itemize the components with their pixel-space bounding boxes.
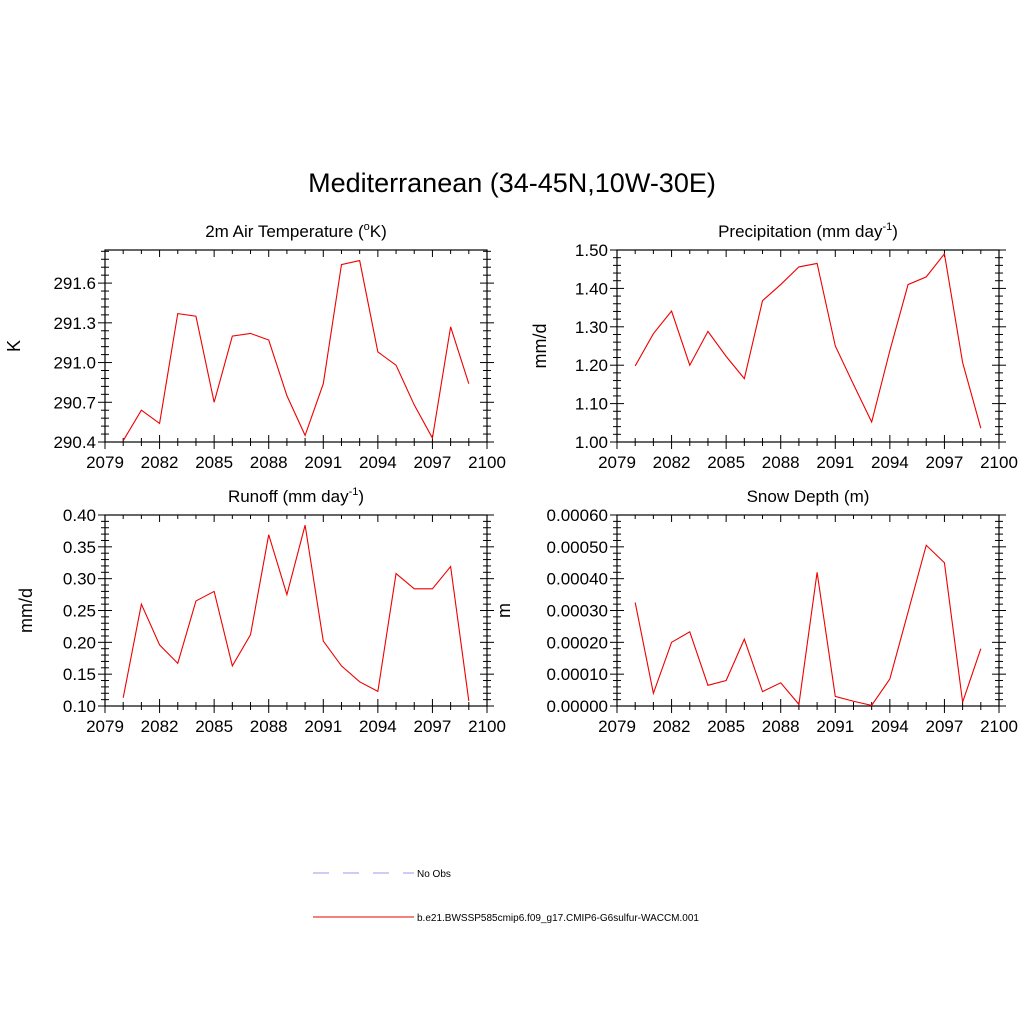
x-tick-label: 2097 [414,453,452,472]
series-line [634,544,982,706]
x-tick-label: 2085 [707,453,745,472]
y-tick-label: 1.40 [575,279,608,298]
x-tick-label: 2082 [141,453,179,472]
x-tick-label: 2085 [707,717,745,736]
y-tick-label: 1.10 [575,395,608,414]
x-tick-label: 2100 [980,453,1018,472]
y-tick-label: 0.00000 [547,697,608,716]
legend-label-2: b.e21.BWSSP585cmip6.f09_g17.CMIP6-G6sulf… [417,913,699,924]
x-tick-label: 2088 [762,717,800,736]
x-tick-label: 2100 [468,453,506,472]
y-tick-label: 0.35 [63,538,96,557]
series-line [122,259,470,441]
y-tick-label: 0.00030 [547,602,608,621]
series-line [634,252,982,429]
x-tick-label: 2091 [816,453,854,472]
panel-3: Runoff (mm day-1) mm/d 2079 2082 2085 2088 209… [16,486,506,736]
x-tick-label: 2082 [653,717,691,736]
panel-title: Precipitation (mm day-1) [718,221,898,241]
y-tick-label: 0.00040 [547,570,608,589]
panel-title: Runoff (mm day-1) [228,486,364,506]
x-tick-label: 2079 [598,717,636,736]
x-tick-label: 2091 [304,453,342,472]
y-axis-label: mm/d [530,324,550,369]
y-tick-label: 0.00060 [547,506,608,525]
x-tick-label: 2091 [304,717,342,736]
x-tick-label: 2079 [86,717,124,736]
plot-frame [104,514,488,707]
y-axis-label: K [4,340,24,352]
y-tick-label: 0.00010 [547,665,608,684]
plot-frame [104,249,488,443]
x-tick-label: 2097 [926,717,964,736]
y-tick-label: 1.00 [575,433,608,452]
y-tick-label: 0.00020 [547,633,608,652]
panel-1: 2m Air Temperature (oK) K 2079 2082 2085 2088… [4,221,506,472]
x-tick-label: 2079 [86,453,124,472]
x-tick-label: 2088 [762,453,800,472]
panel-title: 2m Air Temperature (oK) [205,221,387,241]
legend: No Obs b.e21.BWSSP585cmip6.f09_g17.CMIP6-… [313,869,699,924]
y-tick-label: 291.3 [53,314,96,333]
x-tick-label: 2094 [871,453,909,472]
y-tick-label: 291.0 [53,354,96,373]
x-tick-label: 2100 [980,717,1018,736]
panel-2: Precipitation (mm day-1) mm/d 2079 2082 2085… [530,221,1018,472]
y-tick-label: 0.30 [63,570,96,589]
plot-frame [616,249,1000,443]
x-tick-label: 2082 [141,717,179,736]
y-tick-label: 0.40 [63,506,96,525]
y-tick-label: 0.00050 [547,538,608,557]
y-tick-label: 290.4 [53,433,96,452]
y-tick-label: 0.20 [63,633,96,652]
x-tick-label: 2082 [653,453,691,472]
y-tick-label: 0.25 [63,602,96,621]
x-tick-label: 2097 [414,717,452,736]
x-tick-label: 2100 [468,717,506,736]
panel-4: Snow Depth (m) m 2079 2082 2085 2088 2091 2094 2… [494,487,1018,736]
y-axis-label: m [494,603,514,618]
x-tick-label: 2091 [816,717,854,736]
x-tick-label: 2088 [250,717,288,736]
y-axis-label: mm/d [16,588,36,633]
figure-title: Mediterranean (34-45N,10W-30E) [308,168,716,198]
x-tick-label: 2094 [359,453,397,472]
x-tick-label: 2097 [926,453,964,472]
y-tick-label: 1.50 [575,241,608,260]
panel-title: Snow Depth (m) [747,487,870,506]
y-tick-label: 0.10 [63,697,96,716]
legend-label-1: No Obs [417,869,451,880]
series-line [122,525,470,701]
x-tick-label: 2094 [871,717,909,736]
x-tick-label: 2085 [195,453,233,472]
x-tick-label: 2088 [250,453,288,472]
y-tick-label: 1.30 [575,318,608,337]
plot-frame [616,514,1000,707]
y-tick-label: 291.6 [53,274,96,293]
x-tick-label: 2085 [195,717,233,736]
x-tick-label: 2094 [359,717,397,736]
y-tick-label: 290.7 [53,393,96,412]
y-tick-label: 1.20 [575,356,608,375]
y-tick-label: 0.15 [63,665,96,684]
x-tick-label: 2079 [598,453,636,472]
